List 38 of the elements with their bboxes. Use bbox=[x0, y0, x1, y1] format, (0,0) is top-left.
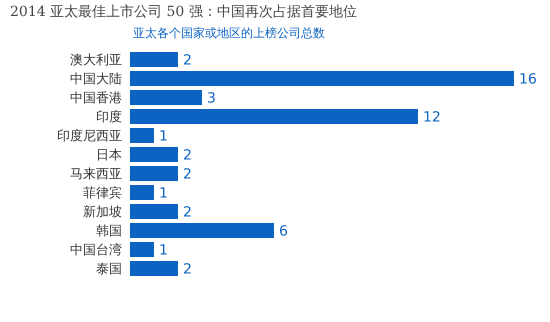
data-label: 6 bbox=[279, 223, 288, 240]
y-tick-label: 菲律宾 bbox=[83, 185, 122, 202]
y-tick-label: 澳大利亚 bbox=[70, 53, 122, 68]
data-label: 1 bbox=[159, 185, 168, 202]
bar bbox=[130, 185, 154, 200]
data-label: 1 bbox=[159, 128, 168, 144]
y-tick-label: 印度尼西亚 bbox=[57, 128, 122, 144]
data-label: 2 bbox=[183, 204, 192, 220]
bar bbox=[130, 52, 178, 67]
chart-subtitle: 亚太各个国家或地区的上榜公司总数 bbox=[133, 25, 325, 42]
bar bbox=[130, 223, 274, 238]
y-tick-label: 新加坡 bbox=[83, 205, 122, 220]
y-tick-label: 中国台湾 bbox=[70, 242, 122, 258]
bar bbox=[130, 261, 178, 276]
bar bbox=[130, 90, 202, 105]
data-label: 1 bbox=[159, 242, 168, 258]
bar bbox=[130, 166, 178, 181]
y-tick-label: 中国大陆 bbox=[70, 72, 122, 88]
bar bbox=[130, 109, 418, 124]
y-tick-label: 马来西亚 bbox=[70, 167, 122, 182]
data-label: 12 bbox=[423, 109, 441, 126]
data-label: 2 bbox=[183, 147, 192, 164]
y-tick-label: 中国香港 bbox=[70, 91, 122, 106]
data-label: 2 bbox=[183, 261, 192, 278]
bar bbox=[130, 204, 178, 219]
y-tick-label: 韩国 bbox=[96, 224, 122, 240]
bar bbox=[130, 71, 514, 86]
bar bbox=[130, 128, 154, 143]
data-label: 2 bbox=[183, 166, 192, 182]
data-label: 3 bbox=[207, 90, 216, 106]
data-label: 16 bbox=[519, 71, 537, 88]
y-tick-label: 印度 bbox=[96, 109, 122, 126]
bar bbox=[130, 147, 178, 162]
chart-title: 2014 亚太最佳上市公司 50 强：中国再次占据首要地位 bbox=[10, 3, 357, 21]
y-tick-label: 泰国 bbox=[96, 262, 122, 278]
bar bbox=[130, 242, 154, 257]
data-label: 2 bbox=[183, 52, 192, 68]
y-tick-label: 日本 bbox=[96, 148, 122, 164]
